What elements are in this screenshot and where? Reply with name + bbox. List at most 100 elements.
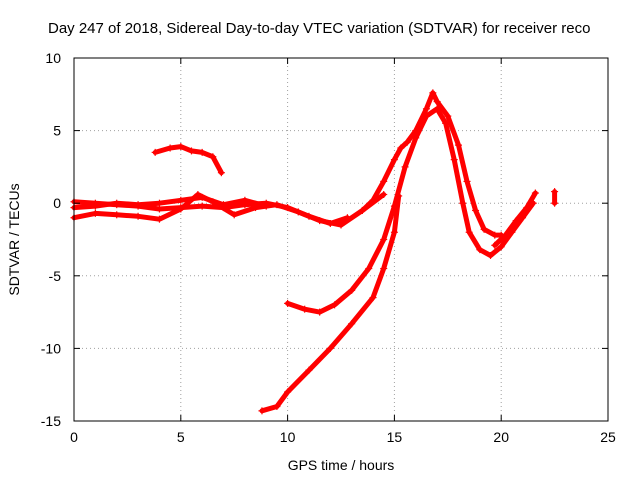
y-axis-label: SDTVAR / TECUs: [6, 183, 22, 295]
point-arc-1-6: [198, 202, 206, 210]
point-arc-9-0: [551, 188, 559, 196]
point-arc-4-3: [187, 147, 195, 155]
x-tick-label-5: 25: [600, 429, 616, 445]
point-arc-8-3: [523, 204, 531, 212]
point-arc-5-5: [348, 320, 356, 328]
point-arc-4-2: [177, 143, 185, 151]
point-arc-7-2: [380, 177, 388, 185]
point-arc-6-7: [390, 202, 398, 210]
point-arc-6-5: [365, 265, 373, 273]
x-tick-label-2: 10: [280, 429, 296, 445]
y-tick-label-5: -15: [41, 413, 61, 429]
point-arc-6-13: [450, 156, 458, 164]
point-arc-7-10: [444, 112, 452, 120]
point-arc-8-1: [501, 231, 509, 239]
point-arc-7-4: [397, 144, 405, 152]
point-arc-5-1: [273, 402, 281, 410]
point-arc-2-12: [316, 217, 324, 225]
point-arc-9-1: [551, 199, 559, 207]
point-arc-6-18: [497, 243, 505, 251]
y-tick-label-4: -10: [41, 340, 61, 356]
point-arc-2-8: [230, 211, 238, 219]
series-arc-6: [285, 106, 536, 315]
point-arc-3-5: [177, 196, 185, 204]
point-arc-7-0: [358, 206, 366, 214]
point-arc-7-13: [472, 206, 480, 214]
series-arc-2: [71, 192, 387, 228]
point-arc-3-7: [220, 201, 228, 209]
point-arc-5-7: [380, 265, 388, 273]
point-arc-6-8: [401, 163, 409, 171]
point-arc-8-0: [491, 241, 499, 249]
point-arc-6-6: [380, 236, 388, 243]
y-tick-label-2: 0: [53, 195, 61, 211]
y-tick-label-0: 10: [45, 50, 61, 66]
point-arc-7-6: [412, 127, 420, 135]
x-tick-label-0: 0: [70, 429, 78, 445]
point-arc-2-10: [273, 201, 281, 209]
point-arc-2-11: [294, 208, 302, 216]
data-series: [70, 89, 559, 415]
point-arc-2-5: [177, 205, 185, 213]
plot-frame: [73, 57, 609, 422]
point-arc-6-0: [284, 299, 292, 307]
series-arc-8: [492, 190, 538, 248]
point-arc-6-14: [459, 199, 467, 207]
point-arc-6-16: [476, 246, 484, 254]
x-tick-label-4: 20: [493, 429, 509, 445]
point-arc-2-2: [113, 211, 121, 219]
point-arc-6-2: [316, 308, 324, 316]
point-arc-8-2: [512, 217, 520, 225]
y-tick-label-3: -5: [49, 268, 62, 284]
x-axis-label: GPS time / hours: [288, 457, 395, 473]
point-arc-2-1: [91, 209, 99, 217]
point-arc-4-4: [198, 148, 206, 156]
series-arc-3: [71, 194, 269, 211]
point-arc-2-15: [380, 190, 388, 198]
point-arc-4-1: [166, 144, 174, 152]
point-arc-3-9: [262, 202, 270, 210]
point-arc-3-8: [241, 196, 249, 204]
point-arc-5-6: [369, 294, 377, 302]
point-arc-7-14: [480, 225, 488, 233]
point-arc-2-3: [134, 212, 142, 220]
point-arc-7-8: [429, 89, 437, 97]
point-arc-6-17: [487, 251, 495, 259]
point-arc-5-3: [305, 366, 313, 374]
y-tick-label-1: 5: [53, 123, 61, 139]
point-arc-8-4: [531, 189, 539, 197]
x-tick-label-1: 5: [177, 429, 185, 445]
point-arc-2-13: [337, 221, 345, 229]
point-arc-7-9: [433, 98, 441, 106]
point-arc-4-0: [151, 148, 159, 156]
x-tick-label-3: 15: [387, 429, 403, 445]
point-arc-3-2: [113, 199, 121, 207]
point-arc-6-3: [331, 301, 339, 309]
point-arc-3-1: [91, 202, 99, 210]
point-arc-7-5: [403, 138, 411, 146]
point-arc-2-4: [155, 215, 163, 223]
point-arc-6-1: [301, 305, 309, 313]
point-arc-5-0: [258, 407, 266, 415]
point-arc-4-5: [209, 153, 217, 161]
point-arc-3-4: [155, 199, 163, 207]
point-arc-3-3: [134, 201, 142, 209]
point-arc-7-12: [463, 177, 471, 185]
point-arc-7-3: [390, 156, 398, 164]
point-arc-5-8: [390, 228, 398, 236]
chart-title: Day 247 of 2018, Sidereal Day-to-day VTE…: [48, 20, 590, 37]
grid-lines: [74, 58, 608, 421]
axis-ticks: 0 5 10 15 20 25 10 5 0 -5 -10 -15: [41, 50, 616, 445]
point-arc-6-15: [465, 228, 473, 236]
point-arc-3-6: [198, 193, 206, 201]
point-arc-5-4: [326, 344, 334, 352]
point-arc-6-4: [348, 286, 356, 294]
point-arc-7-15: [491, 231, 499, 239]
point-arc-7-11: [454, 141, 462, 149]
point-arc-7-1: [369, 196, 377, 204]
point-arc-5-2: [284, 388, 292, 396]
point-arc-7-7: [422, 105, 430, 113]
series-arc-5: [259, 193, 402, 414]
point-arc-4-6: [217, 169, 225, 177]
